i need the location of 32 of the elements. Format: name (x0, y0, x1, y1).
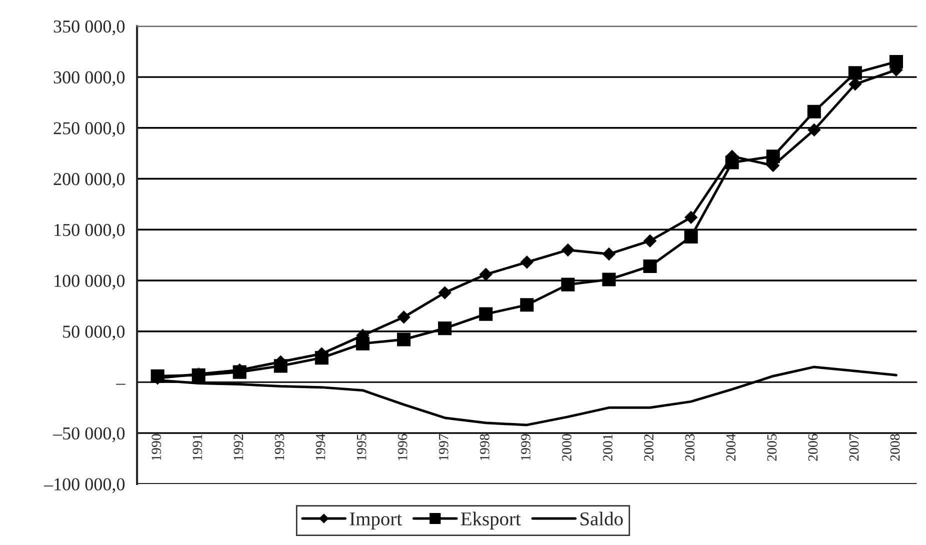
x-tick-label: 1999 (521, 434, 530, 460)
x-tick-label: 1994 (316, 434, 326, 460)
legend-label: Import (350, 512, 402, 530)
x-tick-label: 2004 (726, 434, 736, 461)
y-tick-label: –50 000,0 (52, 427, 125, 442)
y-tick-label: –100 000,0 (44, 478, 125, 493)
x-tick-label: 1995 (356, 434, 366, 460)
legend-label: Saldo (580, 512, 623, 526)
x-tick-label: 1990 (152, 434, 162, 460)
y-tick-label: 200 000,0 (54, 173, 125, 188)
y-tick-label: 100 000,0 (54, 274, 125, 290)
x-tick-label: 2006 (808, 434, 818, 461)
x-tick-label: 2005 (767, 434, 777, 461)
x-tick-label: 2003 (685, 434, 695, 461)
y-tick-label: 250 000,0 (54, 122, 125, 137)
x-tick-label: 1991 (192, 434, 202, 460)
x-tick-label: 1992 (234, 434, 244, 460)
y-tick-label: 150 000,0 (54, 224, 125, 239)
y-tick-label: 300 000,0 (54, 71, 125, 86)
y-tick-label: 50 000,0 (63, 326, 125, 340)
x-tick-label: 1993 (274, 434, 284, 460)
x-tick-label: 1998 (480, 434, 490, 460)
x-tick-label: 2002 (644, 434, 654, 461)
legend-label: Eksport (460, 512, 521, 530)
x-tick-label: 2008 (890, 434, 900, 461)
x-tick-label: 1996 (398, 434, 408, 460)
y-tick-label: – (116, 384, 126, 385)
x-tick-label: 1997 (438, 434, 448, 460)
x-tick-label: 2000 (562, 434, 572, 461)
x-tick-label: 2001 (603, 434, 612, 461)
x-tick-label: 2007 (849, 434, 859, 461)
y-tick-label: 350 000,0 (54, 20, 125, 36)
